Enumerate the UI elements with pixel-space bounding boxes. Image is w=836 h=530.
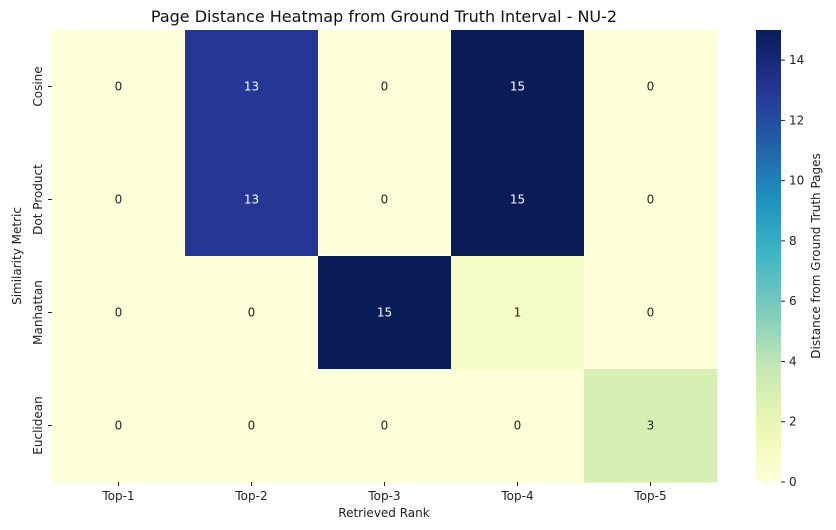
cell-value-label: 0 — [647, 80, 655, 94]
chart-title: Page Distance Heatmap from Ground Truth … — [151, 7, 617, 26]
heatmap-cell — [318, 256, 452, 370]
cell-value-label: 0 — [115, 80, 123, 94]
cell-value-label: 0 — [514, 419, 522, 433]
heatmap-cell — [52, 369, 186, 483]
x-tick-label: Top-1 — [101, 489, 134, 503]
cell-value-label: 0 — [381, 80, 389, 94]
y-tick-label: Manhattan — [31, 280, 45, 345]
colorbar-tick-label: 0 — [789, 475, 797, 489]
heatmap-cell — [451, 369, 585, 483]
cell-value-label: 0 — [381, 419, 389, 433]
heatmap-cell — [451, 256, 585, 370]
heatmap-cell — [584, 143, 718, 257]
colorbar-tick-label: 14 — [789, 53, 804, 67]
heatmap-cells — [52, 30, 718, 483]
x-axis-title: Retrieved Rank — [338, 506, 429, 520]
colorbar-tick-label: 12 — [789, 113, 804, 127]
cell-value-label: 0 — [248, 419, 256, 433]
cell-value-label: 15 — [510, 193, 525, 207]
y-tick-label: Dot Product — [31, 164, 45, 235]
colorbar-tick-label: 10 — [789, 174, 804, 188]
heatmap-cell — [52, 256, 186, 370]
cell-value-label: 3 — [647, 419, 655, 433]
cell-value-label: 15 — [510, 80, 525, 94]
x-axis: Top-1 Top-2 Top-3 Top-4 Top-5 — [101, 482, 667, 503]
heatmap-cell — [584, 30, 718, 144]
cell-value-label: 0 — [115, 306, 123, 320]
heatmap-cell — [185, 30, 319, 144]
y-tick-label: Cosine — [31, 66, 45, 106]
heatmap-cell-labels: 0 13 0 15 0 0 13 0 15 0 0 0 15 1 0 0 0 0 0 3 — [115, 80, 655, 433]
cell-value-label: 13 — [244, 193, 259, 207]
heatmap-cell — [52, 143, 186, 257]
heatmap-cell — [451, 30, 585, 144]
heatmap-cell — [584, 369, 718, 483]
colorbar-tick-label: 6 — [789, 294, 797, 308]
heatmap-cell — [451, 143, 585, 257]
x-tick-label: Top-5 — [633, 489, 666, 503]
cell-value-label: 0 — [647, 193, 655, 207]
cell-value-label: 0 — [115, 193, 123, 207]
heatmap-cell — [185, 256, 319, 370]
y-axis-title: Similarity Metric — [10, 207, 24, 305]
heatmap-cell — [318, 30, 452, 144]
x-tick-label: Top-4 — [500, 489, 533, 503]
y-tick-label: Euclidean — [31, 396, 45, 454]
x-tick-label: Top-3 — [367, 489, 400, 503]
cell-value-label: 1 — [514, 306, 522, 320]
colorbar-label: Distance from Ground Truth Pages — [809, 153, 823, 359]
cell-value-label: 0 — [115, 419, 123, 433]
cell-value-label: 0 — [647, 306, 655, 320]
heatmap-cell — [584, 256, 718, 370]
cell-value-label: 15 — [377, 306, 392, 320]
heatmap-cell — [318, 369, 452, 483]
heatmap-cell — [185, 143, 319, 257]
y-axis: Cosine Dot Product Manhattan Euclidean — [31, 66, 52, 455]
heatmap-cell — [185, 369, 319, 483]
heatmap-cell — [52, 30, 186, 144]
colorbar-ticks: 0 2 4 6 8 10 12 14 — [781, 53, 804, 489]
x-tick-label: Top-2 — [234, 489, 267, 503]
colorbar — [756, 30, 781, 482]
colorbar-tick-label: 4 — [789, 354, 797, 368]
colorbar-tick-label: 8 — [789, 234, 797, 248]
cell-value-label: 0 — [248, 306, 256, 320]
cell-value-label: 13 — [244, 80, 259, 94]
heatmap-cell — [318, 143, 452, 257]
colorbar-tick-label: 2 — [789, 415, 797, 429]
cell-value-label: 0 — [381, 193, 389, 207]
